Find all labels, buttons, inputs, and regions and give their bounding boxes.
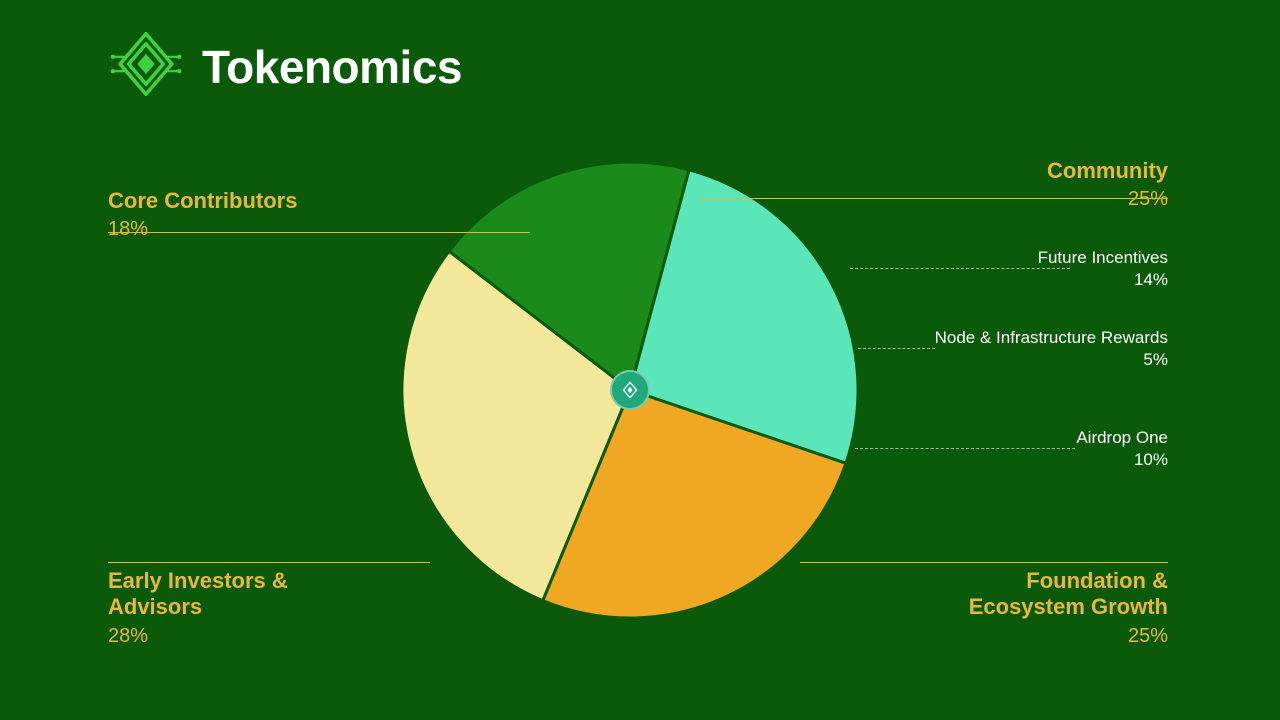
sublabel-name: Future Incentives xyxy=(1038,248,1168,268)
sublabel-0: Future Incentives14% xyxy=(1038,248,1168,290)
label-core: Core Contributors 18% xyxy=(108,188,297,241)
label-name: Core Contributors xyxy=(108,188,297,214)
label-name: Community xyxy=(1047,158,1168,184)
label-pct: 18% xyxy=(108,218,297,241)
leader-foundation xyxy=(800,562,1168,563)
label-foundation: Foundation &Ecosystem Growth 25% xyxy=(969,568,1168,648)
sublabel-pct: 5% xyxy=(935,350,1168,370)
label-pct: 25% xyxy=(969,625,1168,648)
leader-investors xyxy=(108,562,430,563)
sublabel-pct: 10% xyxy=(1076,450,1168,470)
page-title: Tokenomics xyxy=(202,40,462,94)
logo-icon xyxy=(110,28,182,105)
label-pct: 28% xyxy=(108,625,288,648)
subleader-1 xyxy=(858,348,935,349)
label-investors: Early Investors &Advisors 28% xyxy=(108,568,288,648)
sublabel-name: Airdrop One xyxy=(1076,428,1168,448)
header: Tokenomics xyxy=(110,28,462,105)
label-name: Foundation &Ecosystem Growth xyxy=(969,568,1168,621)
sublabel-pct: 14% xyxy=(1038,270,1168,290)
label-pct: 25% xyxy=(1047,188,1168,211)
sublabel-1: Node & Infrastructure Rewards5% xyxy=(935,328,1168,370)
sublabel-2: Airdrop One10% xyxy=(1076,428,1168,470)
pie-wrap xyxy=(400,160,860,620)
label-community: Community 25% xyxy=(1047,158,1168,211)
label-name: Early Investors &Advisors xyxy=(108,568,288,621)
sublabel-name: Node & Infrastructure Rewards xyxy=(935,328,1168,348)
subleader-2 xyxy=(855,448,1075,449)
center-badge-icon xyxy=(610,370,650,410)
